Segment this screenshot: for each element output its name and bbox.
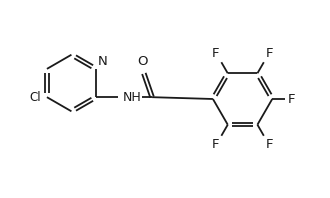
Text: F: F bbox=[266, 47, 273, 60]
Text: N: N bbox=[98, 54, 108, 68]
Text: NH: NH bbox=[123, 91, 142, 104]
Text: F: F bbox=[288, 92, 295, 106]
Text: O: O bbox=[138, 54, 148, 68]
Text: F: F bbox=[212, 47, 219, 60]
Text: F: F bbox=[212, 138, 219, 151]
Text: Cl: Cl bbox=[29, 91, 41, 104]
Text: F: F bbox=[266, 138, 273, 151]
